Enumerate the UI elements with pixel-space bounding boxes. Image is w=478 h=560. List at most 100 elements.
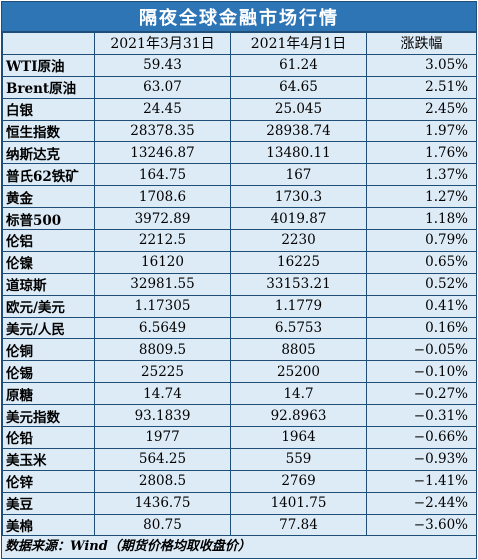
cell-v1: 2212.5 xyxy=(94,229,231,252)
cell-v1: 59.43 xyxy=(94,53,231,77)
table-row: 伦铝 2212.5 2230 0.79% xyxy=(2,229,477,252)
cell-chg: 1.37% xyxy=(366,163,477,187)
cell-name: 美棉 xyxy=(2,513,95,537)
cell-v2: 2769 xyxy=(230,469,367,493)
cell-v2: 25.045 xyxy=(230,97,367,121)
cell-name: 纳斯达克 xyxy=(2,141,95,165)
cell-name: 伦锡 xyxy=(2,360,95,384)
cell-name: 美元指数 xyxy=(2,404,95,428)
table-row: 伦铅 1977 1964 −0.66% xyxy=(2,426,477,449)
cell-v2: 77.84 xyxy=(230,513,367,537)
page-title: 隔夜全球金融市场行情 xyxy=(2,2,476,32)
table-row: 美棉 80.75 77.84 −3.60% xyxy=(2,513,477,537)
table-row: 美元指数 93.1839 92.8963 −0.31% xyxy=(2,404,477,428)
cell-chg: −0.10% xyxy=(366,360,477,384)
cell-name: 伦铝 xyxy=(2,229,95,252)
table-row: 白银 24.45 25.045 2.45% xyxy=(2,97,477,121)
data-source-note: 数据来源：Wind（期货价格均取收盘价） xyxy=(5,539,251,554)
cell-chg: −0.31% xyxy=(366,404,477,428)
cell-v2: 16225 xyxy=(230,250,367,274)
cell-name: 伦锌 xyxy=(2,469,95,493)
cell-v2: 1401.75 xyxy=(230,491,367,515)
market-table: 2021年3月31日 2021年4月1日 涨跌幅 WTI原油 59.43 61.24… xyxy=(2,32,477,537)
cell-name: 伦铅 xyxy=(2,426,95,449)
table-row: 原糖 14.74 14.7 −0.27% xyxy=(2,382,477,406)
cell-v2: 4019.87 xyxy=(230,207,367,231)
cell-v1: 16120 xyxy=(94,250,231,274)
cell-v1: 8809.5 xyxy=(94,338,231,362)
header-row: 2021年3月31日 2021年4月1日 涨跌幅 xyxy=(2,32,477,55)
table-row: 美元/人民 6.5649 6.5753 0.16% xyxy=(2,316,477,340)
cell-chg: 1.97% xyxy=(366,119,477,143)
cell-v1: 1.17305 xyxy=(94,294,231,318)
table-row: 伦镍 16120 16225 0.65% xyxy=(2,250,477,274)
cell-v2: 2230 xyxy=(230,229,367,252)
cell-v2: 1964 xyxy=(230,426,367,449)
cell-v2: 33153.21 xyxy=(230,272,367,296)
cell-name: 欧元/美元 xyxy=(2,294,95,318)
header-date-1: 2021年3月31日 xyxy=(94,32,231,55)
cell-v2: 61.24 xyxy=(230,53,367,77)
table-row: 纳斯达克 13246.87 13480.11 1.76% xyxy=(2,141,477,165)
cell-v2: 167 xyxy=(230,163,367,187)
cell-v2: 6.5753 xyxy=(230,316,367,340)
cell-v1: 6.5649 xyxy=(94,316,231,340)
cell-v2: 1730.3 xyxy=(230,185,367,209)
cell-name: 恒生指数 xyxy=(2,119,95,143)
cell-name: 普氏62铁矿 xyxy=(2,163,95,187)
cell-chg: −0.93% xyxy=(366,447,477,471)
cell-v2: 559 xyxy=(230,447,367,471)
header-change: 涨跌幅 xyxy=(366,32,477,55)
cell-chg: −0.66% xyxy=(366,426,477,449)
cell-chg: −3.60% xyxy=(366,513,477,537)
cell-v2: 8805 xyxy=(230,338,367,362)
cell-name: 道琼斯 xyxy=(2,272,95,296)
table-row: 恒生指数 28378.35 28938.74 1.97% xyxy=(2,119,477,143)
cell-name: 原糖 xyxy=(2,382,95,406)
cell-v1: 24.45 xyxy=(94,97,231,121)
cell-name: 白银 xyxy=(2,97,95,121)
table-row: 伦锌 2808.5 2769 −1.41% xyxy=(2,469,477,493)
cell-name: 伦铜 xyxy=(2,338,95,362)
cell-chg: 0.16% xyxy=(366,316,477,340)
cell-chg: 1.18% xyxy=(366,207,477,231)
table-row: 美豆 1436.75 1401.75 −2.44% xyxy=(2,491,477,515)
table-row: 黄金 1708.6 1730.3 1.27% xyxy=(2,185,477,209)
table-row: 伦锡 25225 25200 −0.10% xyxy=(2,360,477,384)
cell-v1: 2808.5 xyxy=(94,469,231,493)
cell-name: 美元/人民 xyxy=(2,316,95,340)
cell-name: 标普500 xyxy=(2,207,95,231)
cell-v1: 80.75 xyxy=(94,513,231,537)
cell-chg: −2.44% xyxy=(366,491,477,515)
cell-chg: −1.41% xyxy=(366,469,477,493)
cell-chg: 2.45% xyxy=(366,97,477,121)
cell-v1: 28378.35 xyxy=(94,119,231,143)
cell-name: 美玉米 xyxy=(2,447,95,471)
header-name xyxy=(2,32,95,55)
cell-chg: 0.52% xyxy=(366,272,477,296)
cell-v1: 32981.55 xyxy=(94,272,231,296)
cell-v2: 64.65 xyxy=(230,75,367,99)
cell-v1: 1977 xyxy=(94,426,231,449)
table-row: 美玉米 564.25 559 −0.93% xyxy=(2,447,477,471)
cell-name: 黄金 xyxy=(2,185,95,209)
cell-v2: 92.8963 xyxy=(230,404,367,428)
table-row: 普氏62铁矿 164.75 167 1.37% xyxy=(2,163,477,187)
cell-chg: 3.05% xyxy=(366,53,477,77)
cell-chg: 1.76% xyxy=(366,141,477,165)
cell-v2: 25200 xyxy=(230,360,367,384)
cell-chg: −0.05% xyxy=(366,338,477,362)
cell-v1: 164.75 xyxy=(94,163,231,187)
cell-v1: 63.07 xyxy=(94,75,231,99)
cell-chg: 1.27% xyxy=(366,185,477,209)
table-row: Brent原油 63.07 64.65 2.51% xyxy=(2,75,477,99)
header-date-2: 2021年4月1日 xyxy=(230,32,367,55)
cell-chg: 0.65% xyxy=(366,250,477,274)
cell-chg: 2.51% xyxy=(366,75,477,99)
cell-v1: 13246.87 xyxy=(94,141,231,165)
cell-v1: 3972.89 xyxy=(94,207,231,231)
cell-v2: 28938.74 xyxy=(230,119,367,143)
table-row: 标普500 3972.89 4019.87 1.18% xyxy=(2,207,477,231)
cell-chg: 0.41% xyxy=(366,294,477,318)
